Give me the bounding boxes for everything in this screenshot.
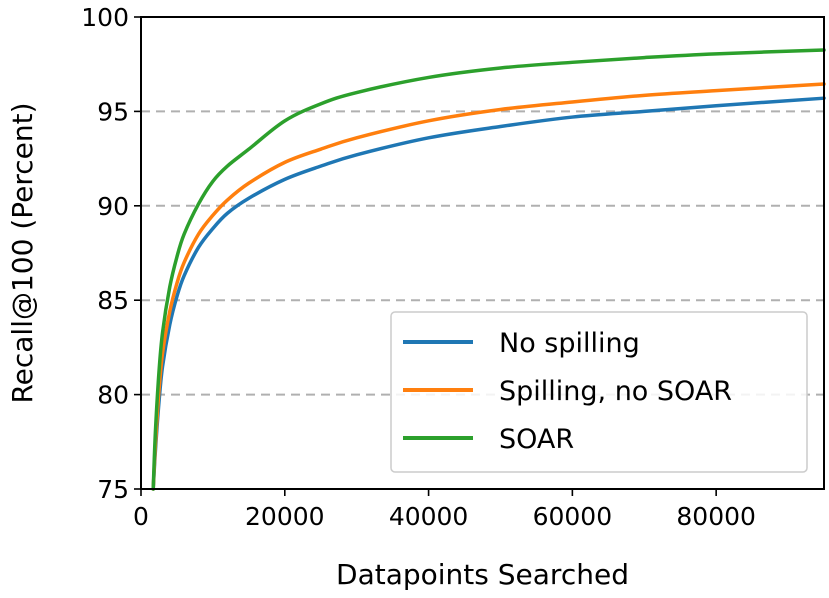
x-tick-label: 20000 — [245, 502, 325, 531]
y-tick-label: 90 — [97, 192, 129, 221]
legend: No spilling Spilling, no SOAR SOAR — [390, 311, 808, 473]
series-line-1 — [151, 96, 826, 491]
x-axis-ticks: 0 20000 40000 60000 80000 — [133, 489, 756, 531]
series-line-2 — [151, 82, 826, 491]
x-axis-title: Datapoints Searched — [336, 558, 629, 591]
y-tick-label: 95 — [97, 97, 129, 126]
legend-box — [390, 311, 808, 473]
legend-label-1: No spilling — [499, 328, 640, 359]
y-tick-label: 75 — [97, 475, 129, 504]
y-axis-ticks: 75 80 85 90 95 100 — [81, 3, 141, 504]
series-lines — [151, 48, 826, 491]
legend-label-2: Spilling, no SOAR — [499, 376, 732, 407]
y-tick-label: 100 — [81, 3, 129, 32]
x-tick-label: 80000 — [676, 502, 756, 531]
x-tick-label: 40000 — [389, 502, 469, 531]
y-tick-label: 85 — [97, 286, 129, 315]
legend-label-3: SOAR — [499, 424, 574, 455]
grid-lines — [141, 110, 824, 396]
x-tick-label: 60000 — [533, 502, 613, 531]
y-axis-title: Recall@100 (Percent) — [6, 102, 39, 403]
x-tick-label: 0 — [133, 502, 149, 531]
series-line-3 — [151, 48, 826, 491]
y-tick-label: 80 — [97, 381, 129, 410]
plot-frame — [140, 16, 825, 490]
